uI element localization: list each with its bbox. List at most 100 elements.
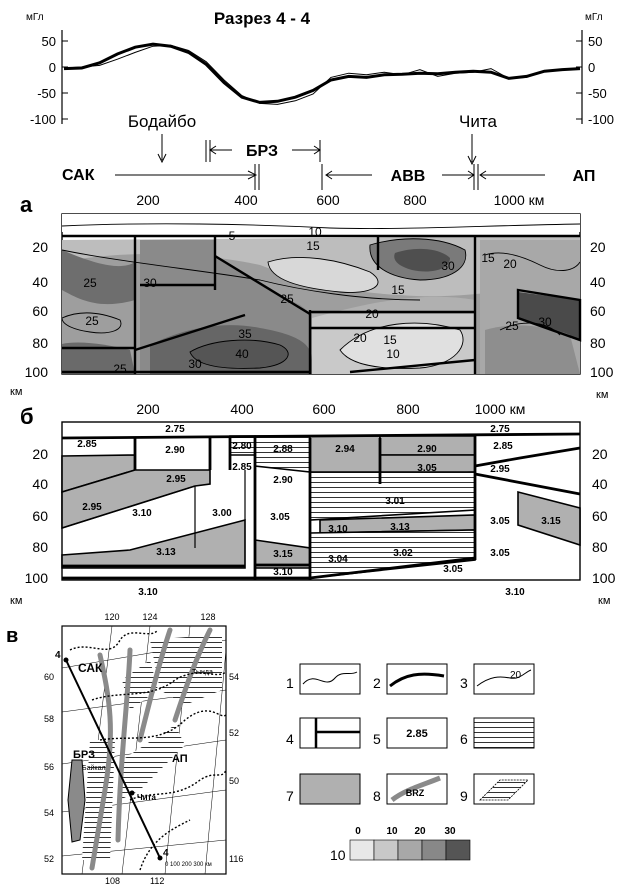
gravity-unit-right: мГл [585, 12, 603, 23]
legend-scale-ticks: 0 10 20 30 [355, 826, 456, 837]
map-place-chita: Чита [137, 793, 156, 802]
legend-scale-tick-20: 20 [414, 826, 426, 837]
density-label-5: 2.80 [232, 441, 252, 452]
legend-item-7 [299, 773, 361, 805]
map-lat-left-58: 58 [44, 714, 54, 724]
density-label-18: 3.00 [212, 508, 232, 519]
panel-b-depth-unit-left: км [10, 595, 22, 607]
legend-num-5: 5 [373, 731, 381, 747]
panel-a-depth-unit-left: км [10, 386, 22, 398]
density-label-15: 2.95 [490, 464, 510, 475]
map-zone-boundaries [69, 629, 227, 871]
legend-scale-swatch [373, 839, 399, 861]
panel-b-thick-boundaries [61, 432, 581, 580]
density-label-31: 3.10 [138, 587, 158, 598]
density-label-12: 2.95 [166, 474, 186, 485]
density-label-19: 3.05 [270, 512, 290, 523]
panel-a-depth-left-80: 80 [32, 335, 48, 351]
panel-a-xtick-600: 600 [316, 192, 340, 208]
panel-a-depth-right-20: 20 [590, 239, 606, 255]
gravity-tick-left-minus100: -100 [30, 112, 56, 127]
legend-num-2: 2 [373, 675, 381, 691]
zone-brz: БРЗ [246, 143, 278, 160]
chita-arrow-head [467, 155, 477, 166]
panel-a-xtick-800: 800 [403, 192, 427, 208]
map-place-tynda: Тында [192, 669, 213, 676]
density-label-13: 2.90 [273, 475, 293, 486]
panel-b-depth-right-20: 20 [592, 446, 608, 462]
panel-a-block-boundaries [62, 234, 582, 374]
panel-a-depth-left-100: 100 [25, 364, 49, 380]
map-lon-124: 124 [142, 612, 157, 622]
panel-a-depth-left-60: 60 [32, 303, 48, 319]
density-label-28: 3.04 [328, 554, 348, 565]
gravity-tick-right-minus50: -50 [588, 86, 607, 101]
panel-a-depth-left-20: 20 [32, 239, 48, 255]
gravity-smoothed-line [63, 42, 581, 104]
contour-label-5: 5 [229, 229, 236, 243]
panel-a-depth-right-80: 80 [590, 335, 606, 351]
place-bodaibo: Бодайбо [128, 112, 196, 131]
density-label-2: 2.75 [490, 424, 510, 435]
density-label-24: 3.13 [156, 547, 176, 558]
panel-b-depth-left-80: 80 [32, 539, 48, 555]
panel-a-depth-ticks: 20 40 60 80 100 км 20 40 60 80 100 км [10, 239, 614, 401]
panel-a-depth-left-40: 40 [32, 274, 48, 290]
contour-label-40: 40 [235, 347, 249, 361]
density-label-1: 2.75 [165, 424, 185, 435]
panel-b-xtick-400: 400 [230, 401, 254, 417]
legend-num-9: 9 [460, 788, 468, 804]
map-profile-label-start: 4 [55, 650, 61, 661]
panel-a-contour-fills [62, 214, 580, 374]
map-lon-120: 120 [104, 612, 119, 622]
panel-a-depth-right-100: 100 [590, 364, 614, 380]
map-lat-left-56: 56 [44, 762, 54, 772]
legend-item-2-line [389, 672, 445, 688]
legend-scale-swatch [397, 839, 423, 861]
density-label-8: 2.94 [335, 444, 355, 455]
panel-a-depth-right-60: 60 [590, 303, 606, 319]
legend-item-3-line [476, 669, 532, 687]
legend-item-8-label: BRZ [406, 788, 425, 798]
panel-b-xtick-600: 600 [312, 401, 336, 417]
panel-c-label: в [6, 625, 18, 647]
density-label-27: 3.05 [490, 548, 510, 559]
gravity-tick-left-minus50: -50 [37, 86, 56, 101]
figure-title: Разрез 4 - 4 [214, 9, 311, 28]
contour-label-30b: 30 [441, 259, 455, 273]
gravity-tick-right-50: 50 [588, 34, 602, 49]
density-label-22: 3.05 [490, 516, 510, 527]
legend-item-9-symbol [479, 779, 529, 801]
legend-num-6: 6 [460, 731, 468, 747]
panel-b-xtick-1000: 1000 км [475, 401, 526, 417]
panel-b-depth-unit-right: км [598, 595, 610, 607]
legend-item-1-line [302, 671, 358, 685]
density-label-23: 3.15 [541, 516, 561, 527]
map-scale: 0 100 200 300 км [165, 862, 212, 868]
gravity-tickmarks [62, 40, 582, 120]
contour-label-30a: 30 [143, 276, 157, 290]
bodaibo-arrow-head [157, 153, 167, 164]
map-profile-line [65, 659, 161, 859]
ap-arrow-left [479, 170, 487, 180]
panel-a-contour-lines [61, 223, 581, 369]
density-label-25: 3.15 [273, 549, 293, 560]
legend-num-8: 8 [373, 788, 381, 804]
avv-arrow-left [325, 170, 333, 180]
map-lat-right-54: 54 [229, 672, 239, 682]
contour-label-25b: 25 [85, 314, 99, 328]
panel-c-map: в 120 124 128 [6, 612, 243, 885]
legend-scale-tick-30: 30 [444, 826, 456, 837]
legend-item-2 [386, 663, 448, 695]
legend-item-8-band [390, 775, 441, 803]
map-rift-zone [89, 627, 213, 871]
density-label-9: 2.90 [417, 444, 437, 455]
density-label-11: 2.95 [82, 502, 102, 513]
legend-scale-swatch [349, 839, 375, 861]
legend-item-3-label: 20 [510, 670, 522, 681]
legend-scale-tick-0: 0 [355, 826, 361, 837]
panel-a: а 200 400 600 800 1000 км [10, 192, 614, 401]
legend-item-5-label: 2.85 [406, 728, 427, 740]
gravity-panel: мГл мГл 50 0 -50 -100 50 0 -50 -100 Бода… [26, 12, 614, 166]
